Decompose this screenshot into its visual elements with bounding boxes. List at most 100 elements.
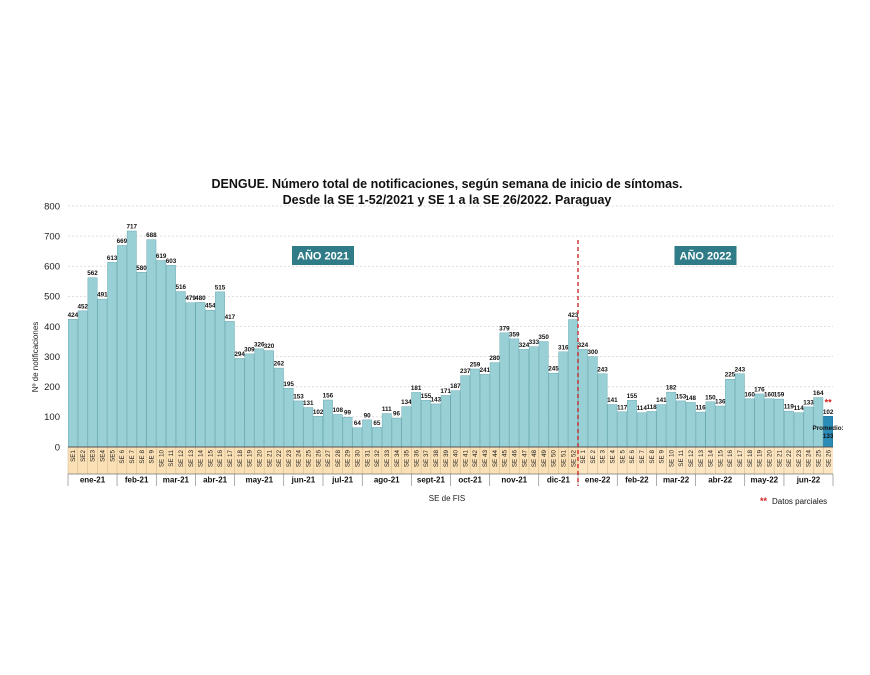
bar: [391, 417, 402, 448]
bar: [185, 302, 196, 448]
bar: [342, 416, 353, 448]
week-tick-label: SE 15: [207, 450, 214, 468]
week-tick-label: SE 13: [188, 450, 195, 468]
bar: [470, 368, 480, 448]
bar: [489, 362, 500, 448]
week-tick-label: SE3: [90, 450, 97, 462]
overlay-group: AÑO 2021 AÑO 2022**Promedio:133: [292, 240, 844, 486]
bar: [87, 277, 98, 448]
data-label: 141: [607, 397, 618, 404]
week-tick-label: SE 47: [521, 450, 528, 468]
week-tick-label: SE 45: [502, 450, 509, 468]
year-box-2021-label: AÑO 2021: [297, 250, 349, 263]
bar: [499, 332, 510, 448]
week-tick-label: SE 41: [462, 450, 469, 468]
week-tick-label: SE 25: [305, 450, 312, 468]
data-label: 452: [77, 303, 88, 310]
bar: [97, 298, 108, 448]
bar: [68, 319, 78, 448]
data-label: 280: [489, 355, 500, 362]
data-label: 619: [156, 253, 167, 260]
week-tick-label: SE 46: [511, 450, 518, 468]
y-tick-label: 600: [44, 262, 60, 273]
bar: [666, 391, 677, 448]
data-label: 324: [519, 342, 530, 349]
week-tick-label: SE 48: [531, 450, 538, 468]
bar: [607, 404, 618, 448]
y-tick-label: 700: [44, 231, 60, 242]
bar: [627, 400, 637, 448]
data-label: 153: [293, 393, 304, 400]
week-tick-label: SE 15: [717, 450, 724, 468]
bar: [332, 414, 343, 448]
week-tick-label: SE 34: [394, 450, 401, 468]
week-tick-label: SE 10: [668, 450, 675, 468]
data-label: 423: [568, 312, 579, 319]
data-label: 102: [823, 409, 834, 416]
data-label: 102: [313, 409, 324, 416]
data-label: 320: [264, 343, 275, 350]
bar: [783, 410, 794, 448]
bar: [136, 272, 147, 448]
data-label: 65: [373, 420, 381, 427]
data-label: 150: [705, 394, 716, 401]
week-tick-label: SE 22: [786, 450, 793, 468]
bar: [685, 402, 696, 448]
week-tick-label: SE 9: [659, 450, 666, 464]
bar: [617, 411, 628, 448]
bar: [568, 319, 579, 448]
week-tick-label: SE 28: [335, 450, 342, 468]
bar: [381, 413, 392, 448]
data-label: 99: [344, 410, 352, 417]
week-tick-label: SE 23: [286, 450, 293, 468]
bar: [793, 412, 804, 448]
data-label: 156: [323, 393, 334, 400]
data-label: 669: [117, 238, 128, 245]
week-tick-label: SE 50: [551, 450, 558, 468]
bar: [460, 375, 471, 448]
year-box-2021: [292, 246, 354, 265]
bar: [509, 338, 520, 448]
data-label: 155: [421, 393, 432, 400]
week-tick-label: SE 25: [815, 450, 822, 468]
week-tick-label: SE 31: [364, 450, 371, 468]
year-box-2022-label: AÑO 2022: [680, 250, 732, 263]
month-label: mar-21: [163, 476, 190, 485]
week-tick-label: SE 20: [766, 450, 773, 468]
y-tick-label: 300: [44, 352, 60, 363]
week-tick-label: SE 19: [247, 450, 254, 468]
data-label: 171: [440, 388, 451, 395]
data-label: 155: [627, 393, 638, 400]
bar: [254, 348, 265, 448]
data-label: 182: [666, 385, 677, 392]
week-tick-label: SE 26: [315, 450, 322, 468]
legend-text: Datos parciales: [772, 497, 827, 506]
week-tick-label: SE 33: [384, 450, 391, 468]
bar: [205, 309, 216, 448]
data-label: 159: [774, 392, 785, 399]
data-label: 480: [195, 295, 206, 302]
chart-title-line-1: DENGUE. Número total de notificaciones, …: [212, 177, 683, 191]
data-label: 195: [283, 381, 294, 388]
month-label: jul-21: [331, 476, 353, 485]
week-tick-label: SE4: [100, 450, 107, 462]
data-label: 133: [803, 399, 814, 406]
bar: [283, 388, 294, 448]
bar: [548, 372, 559, 448]
data-label: 359: [509, 331, 520, 338]
week-tick-label: SE 24: [806, 450, 813, 468]
week-tick-label: SE5: [109, 450, 116, 462]
bar: [146, 239, 157, 448]
month-label: nov-21: [501, 476, 527, 485]
week-tick-label: SE 10: [158, 450, 165, 468]
data-label: 245: [548, 366, 559, 373]
data-label: 160: [744, 391, 755, 398]
month-label: jun-21: [291, 476, 316, 485]
week-tick-label: SE 29: [345, 450, 352, 468]
data-label: 417: [225, 314, 236, 321]
bar: [215, 291, 225, 448]
data-label: 424: [68, 312, 79, 319]
bar: [597, 373, 608, 448]
bar: [715, 405, 726, 448]
